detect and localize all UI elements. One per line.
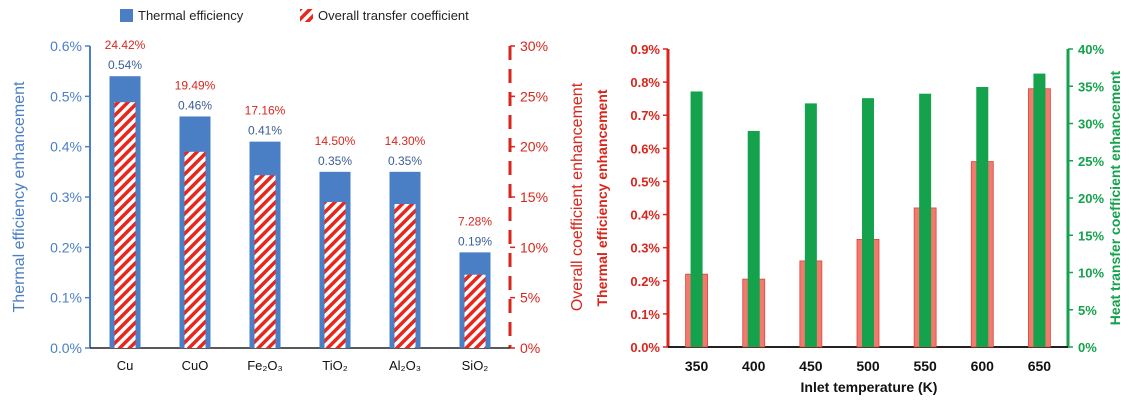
heat-transfer-coefficient-bar — [919, 93, 932, 347]
chart-2-left-tick-label: 0.3% — [630, 241, 660, 256]
thermal-efficiency-data-label: 0.46% — [178, 98, 212, 112]
chart-1-x-tick-label: Cu — [117, 358, 134, 373]
chart-2-x-tick-label: 350 — [685, 358, 709, 374]
overall-coefficient-data-label: 17.16% — [245, 104, 286, 118]
chart-2-x-tick-label: 500 — [856, 358, 880, 374]
chart-2-left-tick-label: 0.7% — [630, 108, 660, 123]
legend-swatch-thermal-efficiency — [120, 9, 133, 22]
heat-transfer-coefficient-bar — [976, 86, 989, 348]
chart-2-left-tick-label: 0.5% — [630, 174, 660, 189]
chart-2-x-tick-label: 650 — [1028, 358, 1052, 374]
overall-coefficient-data-label: 14.50% — [315, 134, 356, 148]
legend-label-thermal-efficiency: Thermal efficiency — [138, 8, 244, 23]
chart-2-xlabel: Inlet temperature (K) — [801, 379, 938, 395]
overall-coefficient-data-label: 24.42% — [105, 38, 146, 52]
chart-1-x-tick-label: SiO₂ — [462, 358, 489, 373]
chart-1-right-tick-label: 0% — [520, 340, 540, 356]
thermal-efficiency-data-label: 0.19% — [458, 234, 492, 248]
chart-2-left-tick-label: 0.1% — [630, 307, 660, 322]
chart-1-x-tick-label: Al₂O₃ — [389, 358, 421, 373]
chart-2-right-tick-label: 15% — [1078, 228, 1104, 243]
chart-2-right-tick-label: 35% — [1078, 79, 1104, 94]
chart-1-right-tick-label: 15% — [520, 189, 548, 205]
chart-1-left-tick-label: 0.6% — [50, 38, 82, 54]
chart-2-left-tick-label: 0.4% — [630, 208, 660, 223]
overall-coefficient-bar — [184, 151, 206, 348]
heat-transfer-coefficient-bar — [747, 130, 760, 347]
legend-swatch-overall-transfer-coefficient — [300, 9, 313, 22]
chart-2-ylabel: Thermal efficiency enhancement — [594, 89, 610, 306]
overall-coefficient-bar — [324, 202, 346, 348]
chart-1-left-tick-label: 0.5% — [50, 88, 82, 104]
overall-coefficient-data-label: 19.49% — [175, 78, 216, 92]
chart-1-right-tick-label: 25% — [520, 88, 548, 104]
chart-2-x-tick-label: 550 — [913, 358, 937, 374]
chart-2-left-tick-label: 0.6% — [630, 141, 660, 156]
chart-1-right-tick-label: 20% — [520, 139, 548, 155]
overall-coefficient-bar — [464, 274, 486, 348]
chart-1-x-tick-label: CuO — [182, 358, 209, 373]
chart-2-right-tick-label: 30% — [1078, 117, 1104, 132]
chart-2-plot: 0.0% 0.1% 0.2% 0.3% 0.4% 0.5% 0.6% 0.7% 0.8% 0.9%… — [630, 42, 1104, 374]
chart-2-right-tick-label: 25% — [1078, 154, 1104, 169]
thermal-efficiency-data-label: 0.35% — [388, 154, 422, 168]
heat-transfer-coefficient-bar — [690, 91, 703, 347]
chart-1-x-tick-label: TiO₂ — [322, 358, 348, 373]
chart-2-right-tick-label: 10% — [1078, 266, 1104, 281]
chart-2-right-tick-label: 5% — [1078, 303, 1097, 318]
chart-1-left-tick-label: 0.4% — [50, 139, 82, 155]
chart-2-right-tick-label: 0% — [1078, 340, 1097, 355]
chart-2-x-tick-label: 600 — [971, 358, 995, 374]
overall-coefficient-bar — [254, 175, 276, 348]
chart-2-y2label: Heat transfer coefficient enhancement — [1107, 70, 1123, 325]
heat-transfer-coefficient-bar — [862, 98, 874, 347]
legend-label-overall-transfer-coefficient: Overall transfer coefficient — [318, 8, 469, 23]
chart-2-right-tick-label: 40% — [1078, 42, 1104, 57]
heat-transfer-coefficient-bar — [804, 103, 817, 347]
heat-transfer-coefficient-bar — [1033, 73, 1046, 348]
chart-1-plot: 0.0% 0.1% 0.2% 0.3% 0.4% 0.5% 0.6% 0% 5% 10% 15% 20… — [50, 38, 548, 373]
chart-1-right-tick-label: 30% — [520, 38, 548, 54]
chart-2-left-tick-label: 0.9% — [630, 42, 660, 57]
chart-2: 0.0% 0.1% 0.2% 0.3% 0.4% 0.5% 0.6% 0.7% 0.8% 0.9%… — [594, 42, 1123, 395]
chart-1-right-tick-label: 10% — [520, 239, 548, 255]
overall-coefficient-data-label: 14.30% — [385, 134, 426, 148]
chart-1-ylabel: Thermal efficiency enhancement — [11, 81, 28, 312]
chart-1-left-tick-label: 0.3% — [50, 189, 82, 205]
thermal-efficiency-data-label: 0.41% — [248, 124, 282, 138]
chart-2-left-tick-label: 0.0% — [630, 340, 660, 355]
chart-2-right-tick-label: 20% — [1078, 191, 1104, 206]
chart-2-x-tick-label: 400 — [742, 358, 766, 374]
chart-2-x-tick-label: 450 — [799, 358, 823, 374]
chart-2-left-tick-label: 0.8% — [630, 75, 660, 90]
chart-1-left-tick-label: 0.1% — [50, 290, 82, 306]
chart-1-left-tick-label: 0.0% — [50, 340, 82, 356]
chart-1-x-tick-label: Fe₂O₃ — [247, 358, 283, 373]
chart-1-left-tick-label: 0.2% — [50, 239, 82, 255]
overall-coefficient-data-label: 7.28% — [458, 214, 492, 228]
chart-1: Thermal efficiency Overall transfer coef… — [11, 8, 586, 373]
thermal-efficiency-data-label: 0.54% — [108, 58, 142, 72]
chart-1-y2label: Overall coefficient enhancement — [569, 82, 586, 311]
chart-1-right-tick-label: 5% — [520, 290, 540, 306]
chart-2-left-tick-label: 0.2% — [630, 274, 660, 289]
thermal-efficiency-data-label: 0.35% — [318, 154, 352, 168]
overall-coefficient-bar — [394, 204, 416, 348]
chart-1-legend: Thermal efficiency Overall transfer coef… — [120, 8, 469, 23]
overall-coefficient-bar — [114, 102, 136, 348]
